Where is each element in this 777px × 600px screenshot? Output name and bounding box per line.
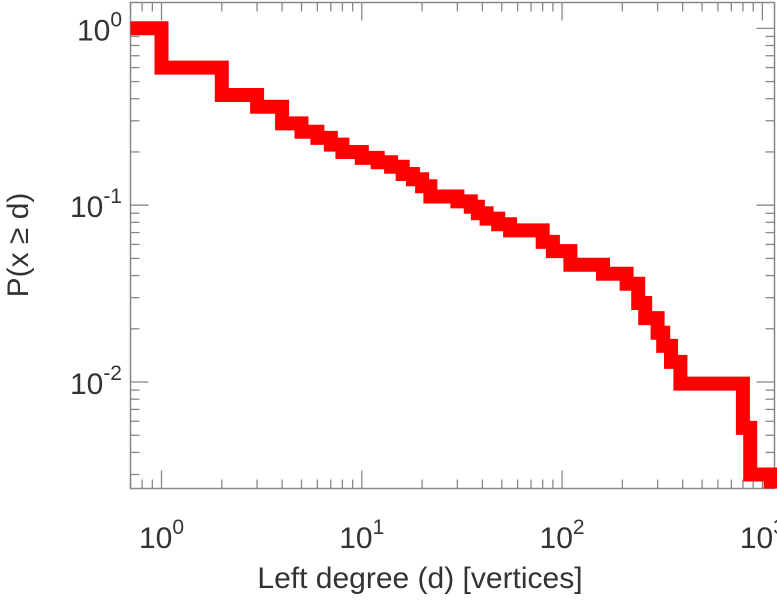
x-axis-label: Left degree (d) [vertices] — [257, 562, 582, 595]
x-tick-label: 101 — [339, 516, 384, 555]
minor-ticks — [129, 2, 775, 489]
y-tick-label: 10-2 — [70, 362, 122, 401]
y-tick-label: 100 — [77, 8, 122, 47]
x-tick-labels: 100 101 102 103 — [139, 516, 777, 555]
x-tick-label: 103 — [740, 516, 777, 555]
y-tick-label: 10-1 — [70, 185, 122, 224]
y-axis-label: P(x ≥ d) — [2, 193, 35, 298]
x-tick-label: 100 — [139, 516, 184, 555]
ccdf-step-line — [130, 21, 777, 489]
series-layer — [130, 21, 777, 489]
plot-frame — [129, 1, 776, 490]
y-tick-labels: 100 10-1 10-2 — [70, 8, 122, 401]
x-tick-label: 102 — [540, 516, 585, 555]
